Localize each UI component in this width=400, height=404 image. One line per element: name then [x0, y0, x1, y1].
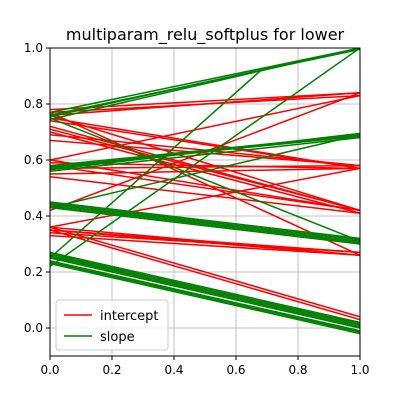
y-tick-label: 0.2	[24, 265, 43, 279]
intercept-line	[50, 164, 360, 170]
x-tick-label: 0.2	[102, 363, 121, 377]
chart-title: multiparam_relu_softplus for lower	[66, 25, 345, 45]
slope-line	[50, 260, 360, 332]
series-slope	[50, 48, 360, 335]
intercept-line	[50, 226, 360, 318]
y-tick-label: 1.0	[24, 41, 43, 55]
intercept-line	[50, 94, 360, 161]
slope-line	[50, 261, 360, 333]
slope-line	[50, 254, 360, 326]
y-axis: 0.0 0.2 0.4 0.6 0.8 1.0	[24, 41, 50, 335]
plot-frame	[49, 47, 361, 357]
intercept-line	[50, 234, 360, 256]
intercept-line	[50, 94, 360, 114]
series-intercept	[50, 92, 360, 321]
intercept-line	[50, 176, 360, 214]
slope-line	[50, 202, 360, 241]
intercept-line	[50, 114, 360, 212]
intercept-line	[50, 111, 360, 256]
slope-line	[50, 48, 360, 114]
slope-line	[50, 255, 360, 328]
intercept-line	[50, 139, 360, 167]
slope-line	[50, 204, 360, 242]
slope-line	[50, 135, 360, 168]
series-layer	[50, 48, 360, 335]
slope-line	[50, 136, 360, 172]
x-tick-label: 0.8	[288, 363, 307, 377]
legend-intercept-label: intercept	[100, 309, 159, 324]
x-tick-label: 1.0	[350, 363, 369, 377]
slope-line	[50, 262, 360, 335]
intercept-line	[50, 229, 360, 254]
y-tick-label: 0.8	[24, 97, 43, 111]
slope-line	[50, 257, 360, 329]
x-tick-label: 0.6	[226, 363, 245, 377]
slope-line	[50, 253, 360, 325]
y-tick-label: 0.6	[24, 153, 43, 167]
legend: intercept slope	[55, 299, 169, 351]
intercept-line	[50, 128, 360, 212]
x-axis: 0.0 0.2 0.4 0.6 0.8 1.0	[40, 356, 370, 377]
slope-line	[50, 134, 360, 209]
y-tick-label: 0.4	[24, 209, 43, 223]
x-tick-label: 0.4	[164, 363, 183, 377]
intercept-line	[50, 167, 360, 228]
legend-box	[55, 299, 169, 351]
slope-line	[50, 48, 360, 116]
y-tick-label: 0.0	[24, 321, 43, 335]
slope-line	[50, 117, 360, 242]
slope-line	[50, 206, 360, 245]
intercept-line	[50, 131, 360, 214]
legend-slope-label: slope	[100, 330, 135, 345]
slope-line	[50, 69, 262, 259]
intercept-line	[50, 229, 360, 321]
slope-line	[50, 48, 360, 268]
slope-line	[50, 251, 360, 324]
x-tick-label: 0.0	[40, 363, 59, 377]
slope-line	[50, 201, 360, 240]
